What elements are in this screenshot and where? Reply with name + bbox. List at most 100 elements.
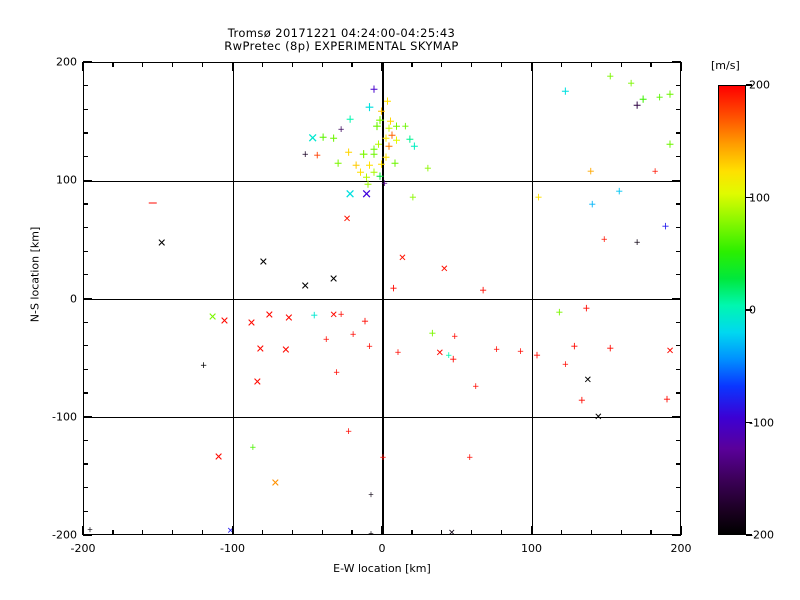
x-axis-tick-label: 0 bbox=[378, 542, 386, 555]
data-point: ＋ bbox=[310, 311, 319, 321]
data-point: ＋ bbox=[560, 87, 570, 98]
x-axis-tick bbox=[471, 62, 473, 67]
data-point: ＋ bbox=[351, 161, 361, 172]
data-point: ＋ bbox=[86, 527, 93, 534]
data-point: ＋ bbox=[333, 159, 343, 170]
data-point: ＋ bbox=[200, 361, 208, 370]
data-point: ＋ bbox=[345, 427, 353, 436]
data-point: ＋ bbox=[390, 159, 400, 170]
x-axis-tick bbox=[441, 530, 443, 535]
x-axis-tick bbox=[201, 530, 204, 535]
data-point: ＋ bbox=[364, 103, 375, 115]
data-point: ＋ bbox=[534, 192, 543, 202]
x-axis-tick bbox=[471, 530, 473, 535]
data-point: ＋ bbox=[665, 90, 675, 101]
data-point: ＋ bbox=[384, 142, 394, 153]
x-axis-tick bbox=[441, 62, 443, 67]
data-point: ＋ bbox=[661, 222, 670, 232]
y-axis-tick-label: -200 bbox=[52, 528, 77, 542]
data-point: ＋ bbox=[329, 134, 339, 145]
x-axis-tick bbox=[82, 62, 84, 71]
y-axis-tick bbox=[83, 534, 92, 536]
x-axis-tick bbox=[620, 62, 622, 67]
data-point: ＋ bbox=[665, 140, 675, 151]
gridline-vertical bbox=[531, 63, 534, 534]
colorbar-tick-label: 200 bbox=[749, 78, 770, 92]
y-axis-tick bbox=[83, 274, 88, 276]
y-axis-tick bbox=[672, 297, 681, 300]
y-axis-tick bbox=[676, 108, 681, 110]
y-axis-tick bbox=[83, 155, 88, 158]
data-point: ＋ bbox=[301, 150, 309, 159]
data-point: ＋ bbox=[366, 342, 374, 351]
data-point: ＋ bbox=[365, 161, 375, 172]
data-point: ✕ bbox=[270, 476, 280, 490]
y-axis-tick bbox=[83, 368, 88, 371]
data-point: ＋ bbox=[361, 316, 370, 326]
data-point: ✕ bbox=[219, 314, 230, 328]
data-point: ＋ bbox=[382, 97, 392, 108]
data-point: ＋ bbox=[345, 115, 355, 126]
data-point: ＋ bbox=[369, 145, 379, 155]
y-axis-tick bbox=[83, 487, 88, 489]
y-axis-tick bbox=[83, 510, 88, 512]
data-point: ＋ bbox=[651, 167, 659, 176]
x-axis-tick bbox=[590, 530, 592, 535]
y-axis-tick bbox=[676, 392, 681, 394]
data-point: ＋ bbox=[344, 148, 354, 159]
x-axis-tick bbox=[530, 62, 533, 71]
y-axis-tick-label: 0 bbox=[70, 292, 77, 305]
data-point: ＋ bbox=[318, 133, 328, 144]
x-axis-tick bbox=[261, 62, 264, 67]
data-point: ＋ bbox=[372, 122, 383, 134]
gridline-horizontal bbox=[84, 417, 680, 419]
data-point: ✕ bbox=[246, 316, 257, 330]
colorbar-tick bbox=[746, 84, 752, 86]
gridline-horizontal bbox=[84, 180, 680, 182]
plot-area: ― ✕ ✕ ✕ ✕ ✕ ✕ ✕ ✕ ＋＋＋＋＋＋＋＋＋＋＋＋＋＋＋＋＋＋＋＋＋＋＋＋＋＋＋＋＋＋＋… bbox=[83, 62, 681, 535]
y-axis-tick-label: -100 bbox=[52, 410, 77, 424]
data-point: ✕ bbox=[207, 310, 218, 324]
gridline-vertical bbox=[232, 63, 235, 534]
x-axis-tick bbox=[231, 526, 234, 535]
colorbar-unit-label: [m/s] bbox=[711, 59, 740, 72]
data-point: ＋ bbox=[663, 395, 672, 404]
data-point: ＋ bbox=[451, 332, 459, 341]
y-axis-title: N-S location [km] bbox=[28, 226, 42, 323]
chart-title-line-1: Tromsø 20171221 04:24:00-04:25:43 bbox=[227, 26, 456, 40]
y-axis-tick bbox=[83, 345, 88, 347]
x-axis-tick bbox=[82, 526, 84, 535]
data-point: ✕ bbox=[329, 310, 338, 322]
data-point: ＋ bbox=[358, 150, 369, 162]
data-point: ✕ bbox=[361, 187, 372, 203]
data-point: ＋ bbox=[405, 135, 415, 146]
x-axis-tick bbox=[411, 62, 413, 67]
x-axis-tick-label: 100 bbox=[521, 542, 542, 555]
y-axis-tick bbox=[83, 132, 88, 134]
data-point: ✕ bbox=[281, 343, 291, 357]
data-point: ＋ bbox=[466, 453, 474, 462]
data-point: ＋ bbox=[423, 164, 432, 174]
x-axis-tick bbox=[142, 62, 144, 67]
colorbar-tick bbox=[746, 534, 752, 536]
y-axis-tick bbox=[676, 345, 681, 347]
data-point: ✕ bbox=[583, 375, 593, 387]
data-point: ＋ bbox=[368, 531, 374, 534]
data-point: ＋ bbox=[479, 286, 488, 296]
data-point: ＋ bbox=[322, 335, 330, 344]
data-point: ＋ bbox=[333, 368, 341, 377]
data-point: ＋ bbox=[391, 136, 401, 147]
data-point: ✕ bbox=[344, 187, 356, 203]
colorbar-tick bbox=[746, 421, 752, 424]
data-point: ＋ bbox=[627, 79, 636, 89]
y-axis-tick-label: 200 bbox=[56, 55, 77, 69]
data-point: ✕ bbox=[213, 450, 224, 464]
y-axis-tick bbox=[83, 439, 88, 442]
y-axis-tick bbox=[676, 226, 681, 229]
data-point: ＋ bbox=[517, 347, 525, 356]
data-point: ＋ bbox=[384, 124, 394, 135]
data-point: ＋ bbox=[362, 173, 372, 184]
y-axis-tick bbox=[83, 61, 92, 63]
y-axis-tick bbox=[672, 179, 681, 181]
